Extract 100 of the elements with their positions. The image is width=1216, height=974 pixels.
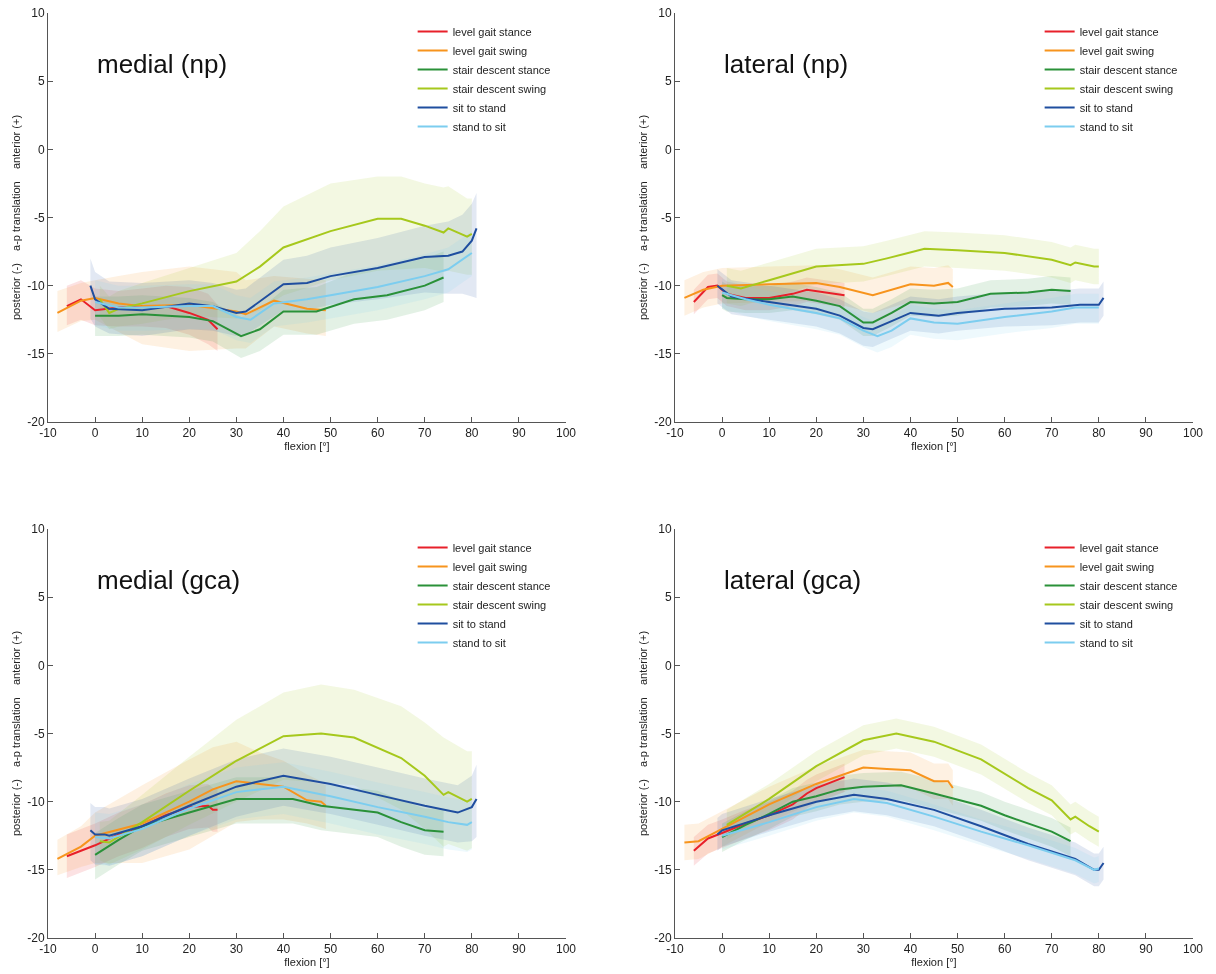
legend-label: stand to sit [1079,636,1133,649]
line-series [692,284,846,304]
x-tick-label: 20 [809,942,824,957]
text: lateral (gca) [724,565,862,595]
line-series [683,281,954,299]
y-tick-label: -5 [660,726,672,741]
x-tick-label: 50 [950,426,965,441]
legend-label: sit to stand [452,617,506,630]
x-tick-label: 70 [418,426,432,441]
x-tick-label: 100 [555,426,577,441]
x-tick-label: 30 [229,426,244,441]
y-axis-title: posterior (-) a-p translation anterior (+) [9,630,22,837]
x-tick-label: 40 [276,426,291,441]
legend-label: stair descent swing [452,82,547,95]
line-series [716,284,1105,331]
y-tick-label: 0 [37,658,45,673]
line-series [725,247,1100,290]
y-tick-label: 0 [664,658,672,673]
y-tick-label: -15 [27,863,45,878]
legend-label: sit to stand [452,101,506,114]
y-tick-label: -20 [654,931,672,946]
x-tick-label: 70 [418,942,432,957]
y-tick-label: -10 [27,794,45,809]
legend-label: stair descent stance [452,579,551,592]
x-tick-label: 60 [370,426,385,441]
y-tick-label: 0 [664,142,672,157]
x-tick-label: 70 [1045,426,1059,441]
x-tick-label: 30 [856,942,871,957]
x-tick-label: 40 [903,426,918,441]
x-tick-label: 0 [91,942,99,957]
x-tick-label: 90 [1139,426,1153,441]
line-series [725,732,1100,833]
legend-label: stand to sit [1079,120,1133,133]
line-series [721,784,1072,843]
x-tick-label: 0 [718,426,726,441]
legend-label: level gait swing [1079,560,1155,573]
y-tick-label: 5 [37,590,45,605]
y-tick-label: 10 [31,522,45,537]
y-tick-label: -20 [27,415,45,430]
y-tick-label: 5 [664,74,672,89]
legend-label: stair descent swing [1079,598,1174,611]
text: lateral (np) [724,49,849,79]
y-axis-title: posterior (-) a-p translation anterior (+) [636,114,649,321]
x-tick-label: 90 [512,942,526,957]
y-tick-label: 5 [37,74,45,89]
legend-label: stair descent stance [1079,63,1178,76]
x-axis-title: flexion [°] [284,440,330,453]
x-tick-label: 90 [1139,942,1153,957]
y-tick-label: 10 [658,6,672,21]
legend-label: stair descent stance [452,63,551,76]
y-axis-title: posterior (-) a-p translation anterior (+) [9,114,22,321]
x-tick-label: 20 [182,426,197,441]
y-tick-label: 10 [658,522,672,537]
x-tick-label: 60 [370,942,385,957]
y-tick-label: -5 [660,210,672,225]
text: medial (np) [97,49,228,79]
x-tick-label: 60 [997,426,1012,441]
text: medial (gca) [97,565,241,595]
x-tick-label: 100 [1182,426,1204,441]
legend-label: level gait swing [1079,44,1155,57]
x-axis-title: flexion [°] [911,440,957,453]
y-tick-label: -20 [654,415,672,430]
y-tick-label: -5 [33,726,45,741]
line-series [94,797,445,856]
line-series [56,296,327,316]
legend-label: sit to stand [1079,617,1133,630]
legend-label: stand to sit [452,120,506,133]
x-tick-label: 80 [465,942,479,957]
x-tick-label: 20 [809,426,824,441]
y-tick-label: 5 [664,590,672,605]
line-series [94,785,473,840]
x-axis-title: flexion [°] [911,956,957,969]
line-series [721,288,1072,324]
x-tick-label: 30 [229,942,244,957]
x-tick-label: 50 [323,426,338,441]
y-tick-label: -15 [654,863,672,878]
legend-label: stand to sit [452,636,506,649]
x-tick-label: 30 [856,426,871,441]
legend-label: level gait stance [1079,25,1159,38]
legend-label: sit to stand [1079,101,1133,114]
x-tick-label: 0 [91,426,99,441]
line-series [98,732,473,844]
x-tick-label: 20 [182,942,197,957]
y-tick-label: 0 [37,142,45,157]
x-tick-label: 40 [276,942,291,957]
y-tick-label: -15 [27,347,45,362]
y-tick-label: -5 [33,210,45,225]
x-tick-label: 100 [1182,942,1204,957]
x-tick-label: 10 [135,942,150,957]
line-series [65,804,219,858]
y-tick-label: -10 [654,794,672,809]
legend-label: level gait stance [452,25,532,38]
x-tick-label: 10 [762,942,777,957]
x-tick-label: 0 [718,942,726,957]
x-axis-title: flexion [°] [284,956,330,969]
x-tick-label: 10 [135,426,150,441]
line-series [94,251,473,321]
y-tick-label: 10 [31,6,45,21]
legend-label: stair descent stance [1079,579,1178,592]
legend-label: level gait stance [452,541,532,554]
